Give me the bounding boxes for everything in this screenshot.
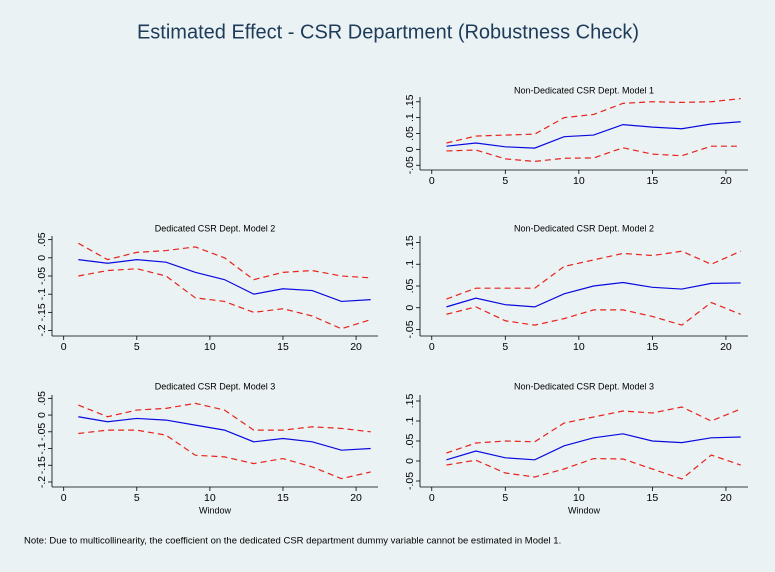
- y-tick-label: 0: [404, 146, 416, 152]
- x-tick-label: 0: [61, 492, 67, 504]
- panel-title: Non-Dedicated CSR Dept. Model 1: [514, 85, 654, 95]
- ci-line: [446, 97, 741, 144]
- y-tick-label: .05: [404, 434, 416, 449]
- x-tick-label: 20: [350, 492, 362, 504]
- y-tick-label: -.05: [404, 320, 416, 338]
- x-tick-label: 5: [134, 341, 140, 353]
- ci-line: [78, 402, 371, 433]
- estimate-line: [78, 259, 371, 303]
- x-tick-label: 15: [647, 175, 659, 187]
- y-tick-label: -.1: [36, 288, 48, 300]
- y-tick-label: .05: [36, 232, 48, 247]
- y-tick-label: -.2: [36, 476, 48, 488]
- x-tick-label: 20: [720, 492, 732, 504]
- x-tick-label: 5: [502, 492, 508, 504]
- ci-line: [446, 301, 741, 326]
- y-tick-label: .05: [404, 279, 416, 294]
- ci-line: [78, 242, 371, 281]
- y-tick-label: -.05: [36, 267, 48, 285]
- ci-line: [446, 250, 741, 300]
- y-tick-label: 0: [36, 255, 48, 261]
- x-tick-label: 20: [720, 341, 732, 353]
- ci-line: [446, 145, 741, 163]
- y-tick-label: -.2: [36, 324, 48, 336]
- figure-title: Estimated Effect - CSR Department (Robus…: [137, 21, 639, 43]
- panel-title: Non-Dedicated CSR Dept. Model 3: [514, 381, 654, 391]
- x-tick-label: 0: [61, 341, 67, 353]
- y-tick-label: -.05: [36, 423, 48, 441]
- x-tick-label: 20: [720, 175, 732, 187]
- x-tick-label: 5: [134, 492, 140, 504]
- ci-line: [446, 406, 741, 454]
- x-tick-label: 10: [204, 492, 216, 504]
- y-tick-label: .05: [404, 126, 416, 141]
- y-tick-label: .05: [36, 391, 48, 406]
- x-tick-label: 10: [573, 341, 585, 353]
- y-tick-label: -.15: [36, 303, 48, 321]
- x-tick-label: 15: [647, 492, 659, 504]
- panel-title: Dedicated CSR Dept. Model 3: [155, 381, 276, 391]
- x-tick-label: 10: [573, 175, 585, 187]
- panel-title: Non-Dedicated CSR Dept. Model 2: [514, 223, 654, 233]
- x-tick-label: 15: [277, 341, 289, 353]
- y-tick-label: .15: [404, 235, 416, 250]
- x-tick-label: 15: [277, 492, 289, 504]
- x-tick-label: 0: [429, 341, 435, 353]
- y-tick-label: -.15: [36, 456, 48, 474]
- ci-line: [446, 454, 741, 480]
- x-axis-label: Window: [199, 505, 232, 515]
- estimate-line: [446, 433, 741, 461]
- y-tick-label: .15: [404, 94, 416, 109]
- estimate-line: [446, 281, 741, 308]
- x-tick-label: 15: [647, 341, 659, 353]
- y-tick-label: .1: [404, 113, 416, 122]
- y-tick-label: .1: [404, 260, 416, 269]
- y-tick-label: 0: [36, 412, 48, 418]
- estimate-line: [446, 121, 741, 149]
- y-tick-label: .1: [404, 416, 416, 425]
- x-tick-label: 0: [429, 492, 435, 504]
- y-tick-label: -.05: [404, 472, 416, 490]
- y-tick-label: .15: [404, 394, 416, 409]
- figure-note: Note: Due to multicollinearity, the coef…: [24, 536, 561, 547]
- panel-title: Dedicated CSR Dept. Model 2: [155, 223, 276, 233]
- ci-line: [78, 429, 371, 480]
- y-tick-label: -.1: [36, 442, 48, 454]
- ci-line: [78, 268, 371, 330]
- x-tick-label: 0: [429, 175, 435, 187]
- y-tick-label: 0: [404, 305, 416, 311]
- x-tick-label: 10: [573, 492, 585, 504]
- x-tick-label: 20: [350, 341, 362, 353]
- x-tick-label: 5: [502, 341, 508, 353]
- y-tick-label: -.05: [404, 156, 416, 174]
- x-axis-label: Window: [568, 505, 601, 515]
- x-tick-label: 10: [204, 341, 216, 353]
- x-tick-label: 5: [502, 175, 508, 187]
- y-tick-label: 0: [404, 458, 416, 464]
- estimate-line: [78, 416, 371, 451]
